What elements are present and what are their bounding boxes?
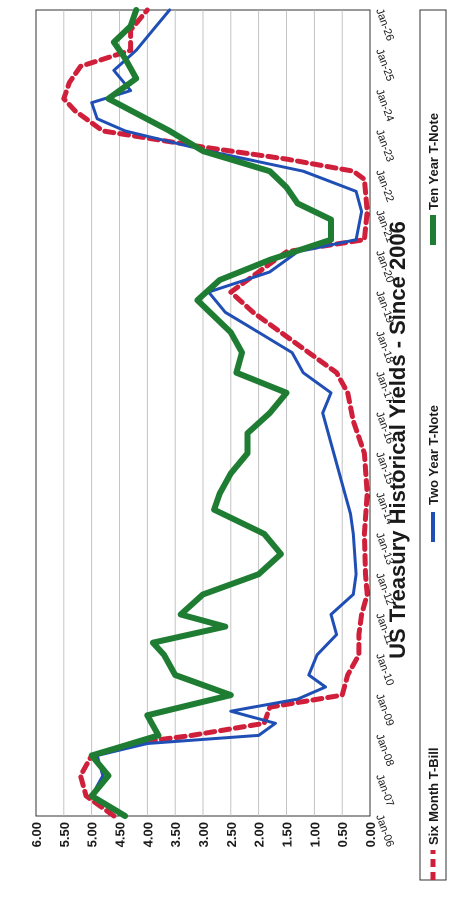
legend-label-ten-year: Ten Year T-Note <box>426 113 441 210</box>
legend-label-two-year: Two Year T-Note <box>426 405 441 505</box>
series-lines <box>61 7 370 819</box>
series-line-two-year-t-note <box>90 8 364 818</box>
chart-title: US Treasury Historical Yields - Since 20… <box>385 221 410 659</box>
x-tick-label: Jan-08 <box>373 732 396 768</box>
legend: Six Month T-Bill Two Year T-Note Ten Yea… <box>426 113 441 880</box>
x-tick-label: Jan-26 <box>373 7 396 43</box>
y-tick-label: 1.00 <box>307 822 322 847</box>
y-tick-label: 3.50 <box>168 822 183 847</box>
grid-lines <box>63 10 343 816</box>
series-line-ten-year-t-note <box>88 7 334 819</box>
y-tick-label: 4.50 <box>113 822 128 847</box>
y-tick-labels: 6.00 5.50 5.00 4.50 4.00 3.50 3.00 2.50 2.00 1.50… <box>29 822 378 847</box>
y-tick-label: 5.00 <box>85 822 100 847</box>
y-tick-label: 2.00 <box>252 822 267 847</box>
y-tick-label: 0.00 <box>363 822 378 847</box>
y-tick-label: 6.00 <box>29 822 44 847</box>
x-tick-label: Jan-25 <box>373 47 396 83</box>
y-tick-label: 5.50 <box>57 822 72 847</box>
y-tick-label: 0.50 <box>335 822 350 847</box>
x-tick-label: Jan-23 <box>373 128 396 164</box>
y-tick-label: 4.00 <box>140 822 155 847</box>
y-tick-label: 2.50 <box>224 822 239 847</box>
series-line-six-month-t-bill <box>61 7 370 819</box>
x-tick-label: Jan-24 <box>373 88 396 124</box>
x-tick-label: Jan-09 <box>373 692 396 728</box>
legend-label-six-month: Six Month T-Bill <box>426 748 441 846</box>
y-tick-label: 1.50 <box>280 822 295 847</box>
x-tick-label: Jan-22 <box>373 168 396 204</box>
x-tick-label: Jan-07 <box>373 773 396 809</box>
y-tick-label: 3.00 <box>196 822 211 847</box>
